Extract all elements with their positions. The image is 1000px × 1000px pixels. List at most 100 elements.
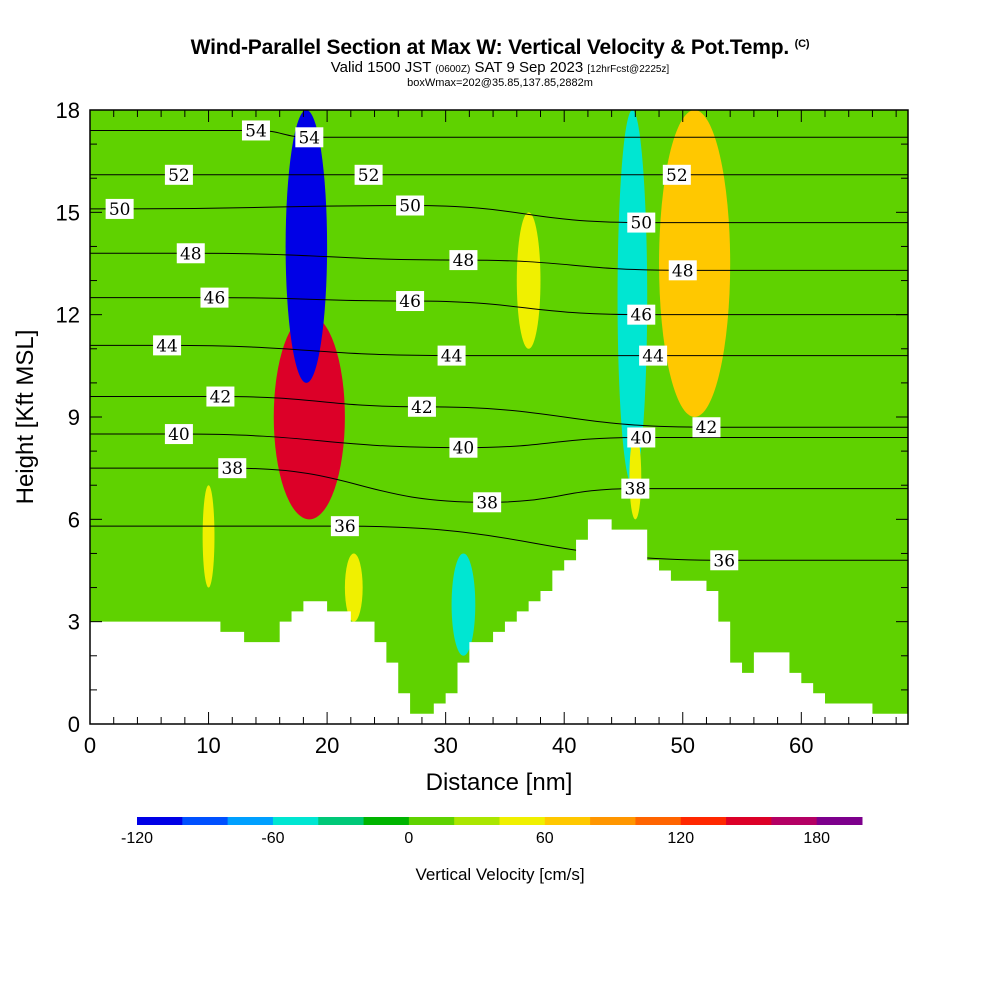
- velocity-cell: [344, 553, 363, 622]
- colorbar-swatch: [680, 817, 727, 825]
- colorbar-label: Vertical Velocity [cm/s]: [415, 865, 584, 884]
- contour-label: 38: [476, 493, 498, 513]
- colorbar-tick-label: 0: [404, 830, 413, 847]
- terrain-fill: [90, 519, 908, 724]
- contour-label: 36: [334, 517, 356, 537]
- isentrope: [90, 396, 908, 428]
- colorbar-tick-label: 120: [667, 830, 694, 847]
- contour-label: 42: [411, 398, 433, 418]
- contour-label-box: [621, 478, 650, 499]
- velocity-cell: [617, 110, 648, 486]
- contour-label-box: [627, 304, 656, 325]
- contour-label: 42: [210, 388, 232, 408]
- colorbar-swatch: [544, 817, 591, 825]
- colorbar-swatch: [272, 817, 319, 825]
- contour-label-box: [627, 427, 656, 448]
- contour-label-box: [449, 250, 478, 271]
- velocity-cell: [451, 553, 476, 656]
- terrain-mask: [90, 519, 908, 724]
- y-axis-label: Height [Kft MSL]: [12, 330, 39, 505]
- colorbar-swatch: [771, 817, 818, 825]
- contour-label-box: [692, 417, 721, 438]
- contour-label: 40: [168, 425, 190, 445]
- contour-label: 46: [204, 289, 226, 309]
- contour-label-box: [396, 291, 425, 312]
- y-tick-label: 3: [68, 610, 80, 635]
- y-tick-label: 0: [68, 712, 80, 737]
- contour-label-box: [241, 120, 270, 141]
- y-tick-label: 6: [68, 507, 80, 532]
- contour-label: 40: [630, 428, 652, 448]
- isentrope: [90, 525, 908, 561]
- colorbar-swatch: [454, 817, 500, 825]
- contour-label-box: [153, 335, 182, 356]
- x-tick-label: 20: [315, 733, 339, 758]
- y-tick-label: 15: [56, 200, 80, 225]
- contour-label: 50: [109, 200, 131, 220]
- contour-label: 46: [399, 292, 421, 312]
- colorbar-swatch: [635, 817, 682, 825]
- colorbar-swatch: [363, 817, 410, 825]
- colorbar-swatch: [816, 817, 863, 825]
- contour-label: 50: [630, 214, 652, 234]
- contour-label-box: [105, 198, 134, 219]
- y-tick-label: 9: [68, 405, 80, 430]
- contour-label-box: [164, 164, 193, 185]
- x-axis-label: Distance [nm]: [426, 769, 573, 796]
- colorbar-swatch: [227, 817, 274, 825]
- velocity-background: [90, 110, 908, 724]
- chart-title: Wind-Parallel Section at Max W: Vertical…: [190, 36, 810, 59]
- colorbar-tick-label: -120: [121, 830, 153, 847]
- contour-label-box: [627, 212, 656, 233]
- contour-label: 42: [696, 418, 718, 438]
- colorbar-tick-label: 60: [536, 830, 554, 847]
- contour-label: 50: [399, 197, 421, 217]
- contour-label: 36: [713, 551, 735, 571]
- colorbar-swatch: [408, 817, 455, 825]
- contour-label: 54: [298, 128, 320, 148]
- contour-label-box: [668, 260, 697, 281]
- contour-label: 44: [642, 347, 664, 367]
- y-tick-label: 18: [56, 98, 80, 123]
- colorbar: -120 -60 0 60 120 180 Vertical Velocity [cm/s]: [121, 817, 863, 884]
- x-tick-label: 40: [552, 733, 576, 758]
- contour-label: 46: [630, 306, 652, 326]
- velocity-field: [90, 110, 908, 724]
- contour-label: 48: [672, 261, 694, 281]
- contour-label: 54: [245, 121, 267, 141]
- contour-label-box: [206, 386, 235, 407]
- contour-label-box: [295, 127, 324, 148]
- contour-label: 38: [221, 459, 243, 479]
- velocity-cell: [516, 212, 541, 349]
- contour-label-box: [218, 458, 247, 479]
- x-tick-label: 60: [789, 733, 813, 758]
- contour-label-box: [449, 437, 478, 458]
- colorbar-swatch: [590, 817, 636, 825]
- contour-label-box: [200, 287, 229, 308]
- contour-label: 52: [358, 166, 380, 186]
- contour-label-box: [354, 164, 383, 185]
- contour-label-box: [710, 550, 739, 571]
- contour-label-box: [473, 492, 502, 513]
- contour-label-box: [176, 243, 205, 264]
- colorbar-swatch: [182, 817, 229, 825]
- contour-label-box: [437, 345, 466, 366]
- velocity-cell: [202, 485, 215, 588]
- contour-label-box: [164, 424, 193, 445]
- chart-subtitle: Valid 1500 JST (0600Z) SAT 9 Sep 2023 [1…: [330, 59, 670, 76]
- contour-label-box: [407, 396, 436, 417]
- contour-label-box: [639, 345, 668, 366]
- contour-label: 44: [156, 336, 178, 356]
- contour-label: 44: [441, 347, 463, 367]
- contour-label: 48: [453, 251, 475, 271]
- velocity-cell: [285, 110, 328, 383]
- contour-labels: 36 36 38 38 38 40 40 40 42 42 42 44 44 44 46 46 46 48 48 48…: [105, 120, 739, 571]
- contour-label: 38: [625, 480, 647, 500]
- contour-label-box: [662, 164, 691, 185]
- contour-label: 52: [666, 166, 688, 186]
- colorbar-swatch: [499, 817, 546, 825]
- colorbar-swatch: [318, 817, 365, 825]
- colorbar-tick-label: -60: [261, 830, 284, 847]
- colorbar-swatch: [137, 817, 183, 825]
